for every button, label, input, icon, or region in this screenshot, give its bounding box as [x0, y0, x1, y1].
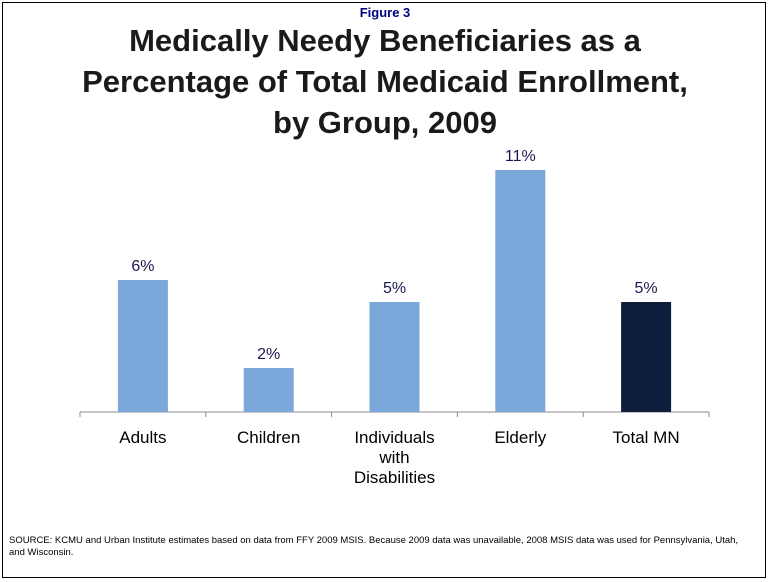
source-note: SOURCE: KCMU and Urban Institute estimat…: [9, 535, 739, 558]
chart-title-line-1: Medically Needy Beneficiaries as a: [129, 23, 641, 58]
data-label-0: 6%: [131, 258, 154, 275]
bar-3: [495, 170, 546, 412]
bar-2: [369, 302, 420, 412]
bar-0: [117, 280, 168, 412]
category-label-3: Elderly: [494, 428, 546, 447]
data-label-1: 2%: [257, 346, 280, 363]
category-label-4: Total MN: [613, 428, 680, 447]
bar-4: [621, 302, 672, 412]
category-label-line: with: [378, 448, 409, 467]
category-label-line: Elderly: [494, 428, 546, 447]
category-label-line: Children: [237, 428, 300, 447]
chart-title-line-2: Percentage of Total Medicaid Enrollment,: [82, 64, 688, 99]
category-label-2: Individuals with Disabilities: [354, 428, 435, 487]
figure-label: Figure 3: [359, 5, 411, 20]
chart-title: Medically Needy Beneficiaries as a Perce…: [0, 20, 770, 143]
category-label-0: Adults: [119, 428, 166, 447]
data-label-4: 5%: [635, 280, 658, 297]
category-label-line: Total MN: [613, 428, 680, 447]
data-label-2: 5%: [383, 280, 406, 297]
bar-1: [243, 368, 294, 412]
category-label-1: Children: [237, 428, 300, 447]
chart-title-line-3: by Group, 2009: [273, 105, 497, 140]
data-label-3: 11%: [505, 148, 536, 165]
category-label-line: Disabilities: [354, 468, 435, 487]
category-label-line: Individuals: [354, 428, 434, 447]
category-label-line: Adults: [119, 428, 166, 447]
